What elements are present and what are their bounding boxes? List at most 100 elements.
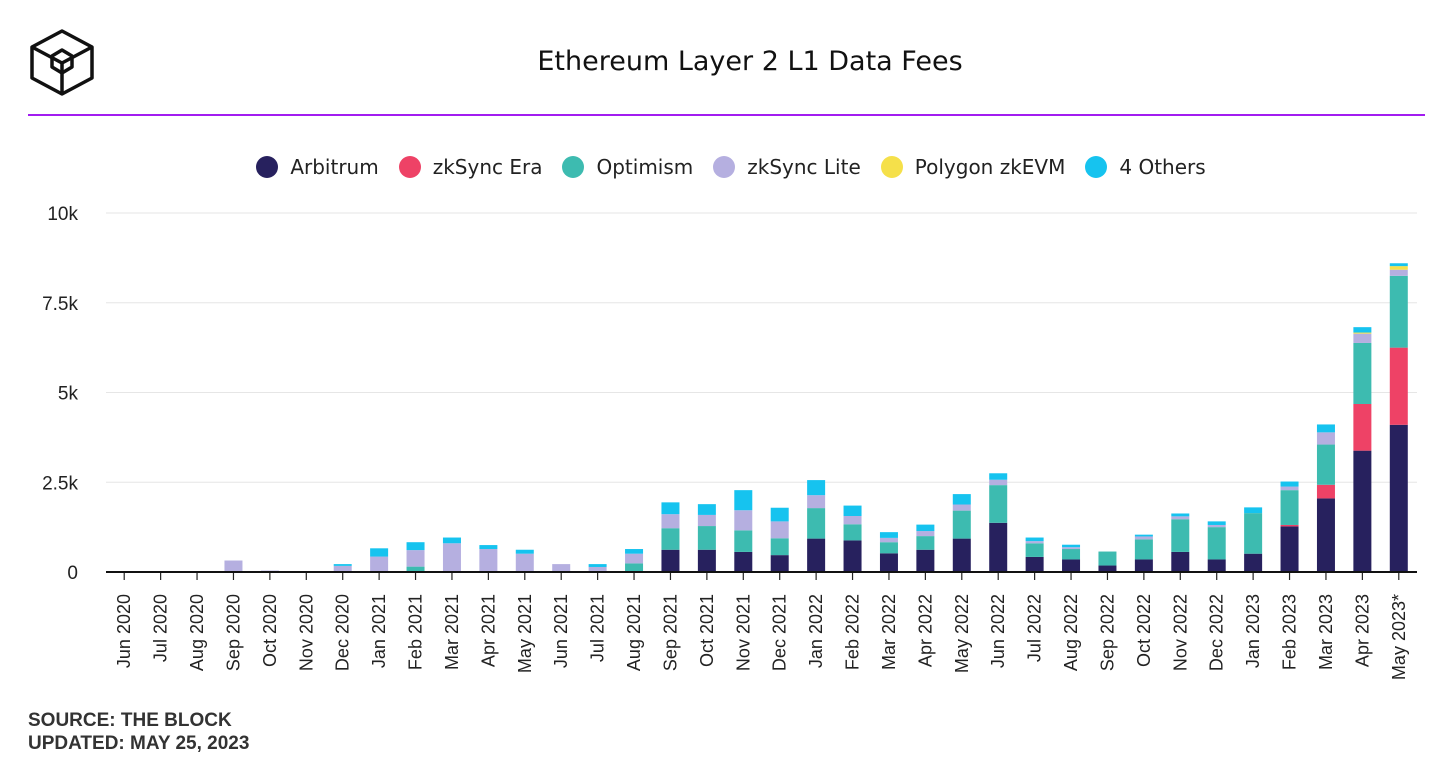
bar-segment	[734, 490, 753, 511]
bar-segment	[661, 514, 680, 529]
bar-segment	[697, 526, 716, 550]
bar-segment	[697, 514, 716, 527]
legend-item[interactable]: zkSync Era	[398, 155, 542, 179]
bar-segment	[333, 564, 352, 566]
y-tick-label: 0	[67, 563, 78, 584]
x-tick-label: Jul 2022	[1025, 594, 1045, 662]
bar-segment	[1134, 534, 1153, 537]
bar-segment	[625, 549, 644, 554]
bar-segment	[1316, 432, 1335, 445]
bar-segment	[843, 505, 862, 516]
bar-segment	[1025, 556, 1044, 572]
bar-segment	[1171, 516, 1190, 520]
bar-segment	[1353, 327, 1372, 333]
bar-segment	[1280, 490, 1299, 525]
legend-item[interactable]: zkSync Lite	[713, 155, 861, 179]
bar-segment	[734, 510, 753, 531]
bar-segment	[770, 538, 789, 556]
source-note: SOURCE: THE BLOCK	[28, 710, 232, 731]
bar-segment	[843, 515, 862, 525]
bar-segment	[1062, 547, 1081, 550]
bar-segment	[1171, 513, 1190, 517]
bar-segment	[661, 502, 680, 515]
bar-segment	[1353, 332, 1372, 334]
bar-segment	[1098, 565, 1117, 572]
bar-segment	[588, 566, 607, 571]
legend-item[interactable]: 4 Others	[1085, 155, 1206, 179]
bar-segment	[1134, 539, 1153, 560]
x-tick-label: Dec 2020	[333, 594, 353, 671]
bar-segment	[952, 510, 971, 539]
bar-segment	[1316, 498, 1335, 572]
x-tick-label: Oct 2020	[260, 594, 280, 667]
bar-segment	[224, 560, 243, 572]
bar-segment	[1062, 544, 1081, 548]
legend-item[interactable]: Polygon zkEVM	[880, 155, 1066, 179]
stacked-bar-chart: 0 2.5k 5k 7.5k 10k Jun 2020 Jul 2020 Aug 2020 Se…	[42, 204, 1417, 680]
bar-segment	[1244, 507, 1263, 514]
bar-segment	[552, 564, 571, 572]
bar-segment	[879, 537, 898, 543]
x-tick-label: Dec 2022	[1207, 594, 1227, 671]
bar-segment	[1316, 484, 1335, 499]
y-tick-label: 7.5k	[42, 294, 78, 315]
x-tick-label: Jul 2021	[588, 594, 608, 662]
x-tick-label: Oct 2022	[1134, 594, 1154, 667]
x-tick-label: Jun 2021	[551, 594, 571, 668]
bar-segment	[370, 548, 389, 557]
bar-segment	[770, 521, 789, 539]
legend-swatch-icon	[1085, 156, 1108, 178]
y-tick-label: 5k	[58, 384, 79, 405]
bar-segment	[1389, 266, 1408, 270]
bar-segment	[1025, 543, 1044, 557]
x-tick-label: Dec 2021	[770, 594, 790, 671]
bar-segment	[770, 507, 789, 522]
bar-segment	[697, 549, 716, 572]
x-tick-label: Jun 2022	[988, 594, 1008, 668]
bar-segment	[807, 480, 826, 496]
bar-segment	[1280, 524, 1299, 527]
bar-segment	[989, 479, 1008, 486]
bar-segment	[916, 524, 935, 532]
the-block-logo-icon	[30, 29, 94, 96]
bar-segment	[1025, 537, 1044, 542]
bar-segment	[952, 494, 971, 505]
x-tick-label: Apr 2023	[1352, 594, 1372, 667]
legend-swatch-icon	[713, 156, 736, 178]
x-tick-label: May 2022	[952, 594, 972, 673]
x-tick-label: Jan 2023	[1243, 594, 1263, 668]
legend-label: zkSync Lite	[747, 155, 861, 179]
bar-segment	[1244, 553, 1263, 572]
bar-segment	[1353, 403, 1372, 451]
x-tick-label: Feb 2023	[1280, 594, 1300, 670]
bar-segment	[697, 504, 716, 515]
bar-segment	[952, 538, 971, 572]
bar-segment	[1389, 263, 1408, 267]
accent-divider	[28, 114, 1425, 116]
bar-segment	[916, 549, 935, 572]
bar-segment	[406, 550, 425, 567]
bar-segment	[1244, 513, 1263, 554]
legend-swatch-icon	[880, 156, 903, 178]
legend-label: Polygon zkEVM	[914, 155, 1066, 179]
bar-segment	[661, 528, 680, 550]
bar-segment	[843, 524, 862, 541]
x-tick-label: Sep 2022	[1097, 594, 1117, 671]
x-tick-label: Mar 2022	[879, 594, 899, 670]
bar-segment	[479, 549, 498, 572]
bar-segment	[1280, 481, 1299, 487]
x-tick-label: Aug 2021	[624, 594, 644, 671]
bar-segment	[625, 563, 644, 572]
bar-segment	[1389, 424, 1408, 572]
legend-item[interactable]: Optimism	[562, 155, 693, 179]
bar-segment	[1389, 269, 1408, 276]
x-tick-label: Apr 2022	[915, 594, 935, 667]
bar-segment	[770, 555, 789, 572]
bar-segment	[406, 566, 425, 572]
legend-item[interactable]: Arbitrum	[256, 155, 379, 179]
bar-segment	[515, 553, 534, 572]
bar-segment	[1280, 526, 1299, 572]
x-tick-label: Aug 2022	[1061, 594, 1081, 671]
x-tick-label: Jun 2020	[114, 594, 134, 668]
legend-swatch-icon	[562, 156, 585, 178]
